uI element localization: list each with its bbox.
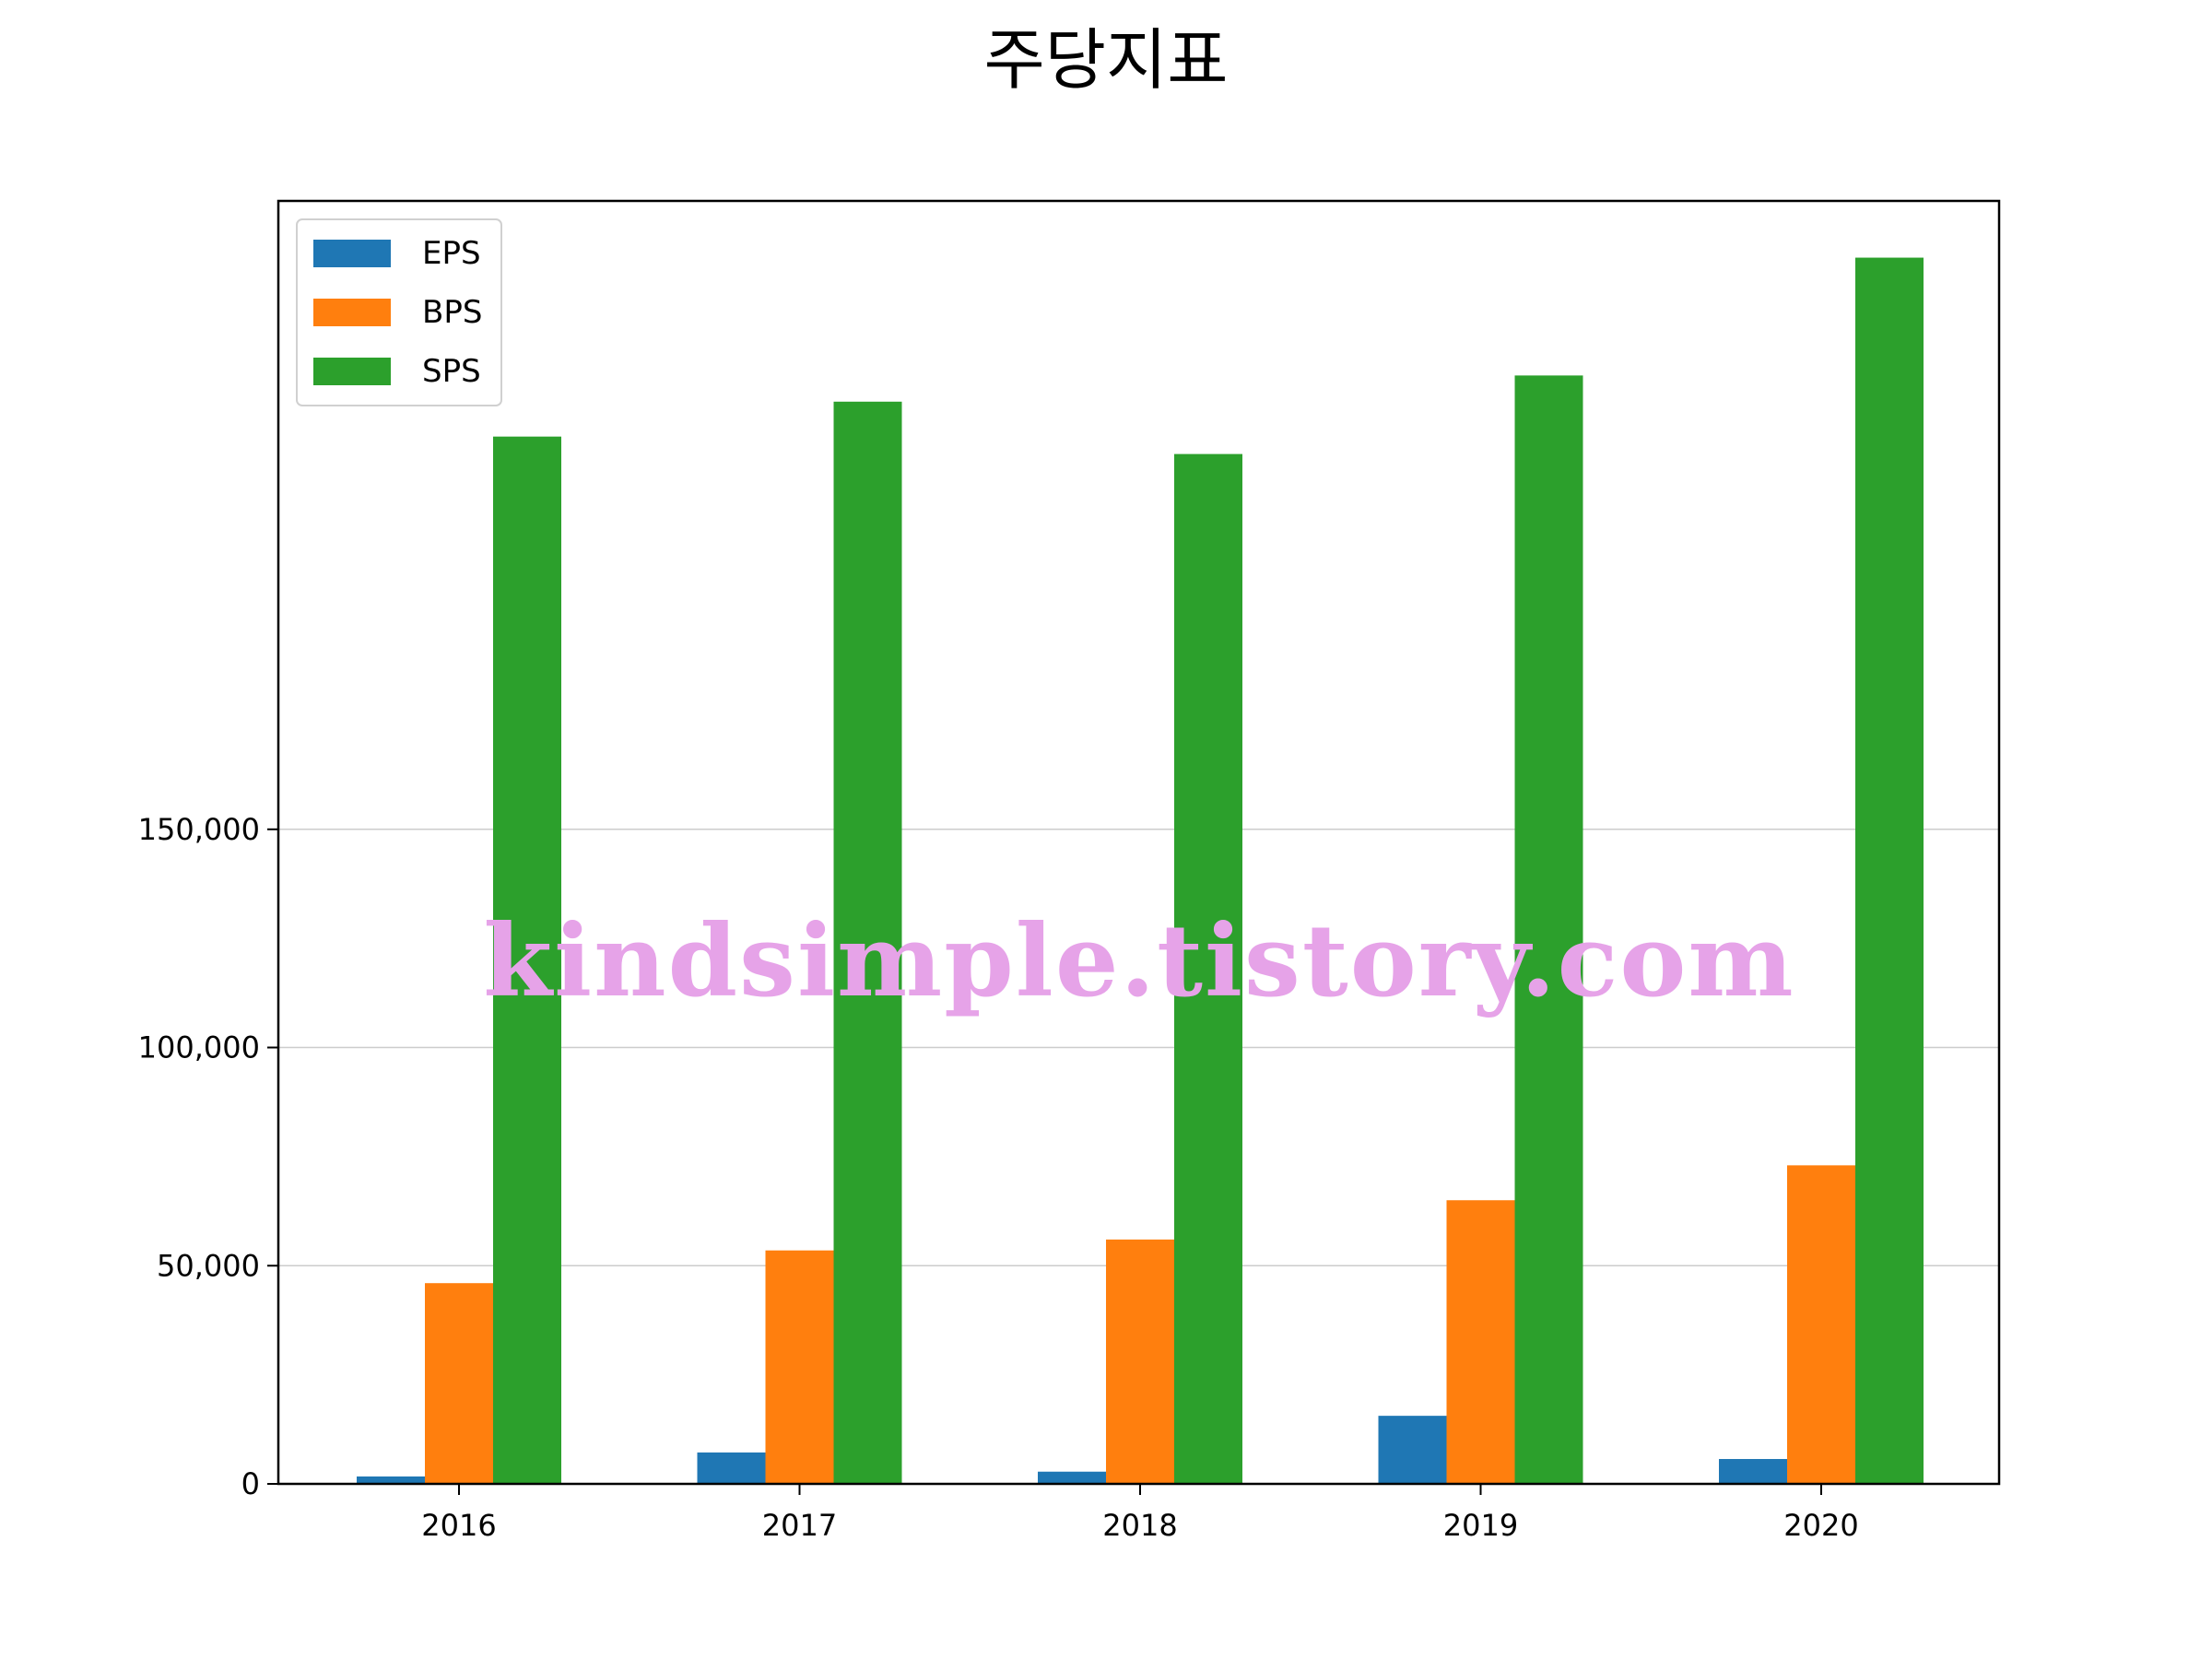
legend-swatch-eps: [313, 240, 391, 267]
y-tick-label: 0: [241, 1466, 260, 1501]
bars: [357, 257, 1924, 1485]
legend-label-sps: SPS: [422, 353, 481, 390]
bar-sps-2017: [833, 401, 902, 1485]
x-tick-label: 2017: [762, 1508, 837, 1543]
bar-eps-2016: [357, 1476, 425, 1484]
y-tick-label: 150,000: [138, 812, 260, 847]
x-axis: 2016 2017 2018 2019 2020: [421, 1484, 1859, 1543]
bar-eps-2019: [1378, 1416, 1447, 1484]
legend-swatch-sps: [313, 358, 391, 385]
bar-bps-2020: [1787, 1165, 1855, 1484]
legend-label-eps: EPS: [422, 235, 481, 272]
y-tick-label: 50,000: [157, 1248, 260, 1283]
x-tick-label: 2020: [1783, 1508, 1858, 1543]
bar-eps-2018: [1038, 1471, 1106, 1484]
chart-title: 주당지표: [984, 21, 1229, 99]
bar-sps-2020: [1855, 257, 1924, 1484]
x-tick-label: 2019: [1443, 1508, 1518, 1543]
bar-bps-2018: [1106, 1239, 1174, 1484]
legend-swatch-bps: [313, 299, 391, 326]
bar-eps-2020: [1719, 1459, 1787, 1484]
y-axis: 0 50,000 100,000 150,000: [138, 812, 278, 1501]
bar-sps-2019: [1514, 375, 1583, 1485]
bar-bps-2019: [1446, 1200, 1515, 1484]
bar-sps-2016: [493, 436, 561, 1484]
y-tick-label: 100,000: [138, 1030, 260, 1065]
bar-eps-2017: [697, 1452, 766, 1484]
x-tick-label: 2016: [421, 1508, 496, 1543]
bar-bps-2017: [765, 1250, 834, 1484]
bar-bps-2016: [425, 1283, 493, 1484]
plot-frame: [276, 199, 2001, 1486]
legend-label-bps: BPS: [422, 294, 482, 331]
x-tick-label: 2018: [1102, 1508, 1177, 1543]
watermark-text: kindsimple.tistory.com: [483, 903, 1794, 1019]
legend: EPS BPS SPS: [296, 218, 502, 406]
bar-sps-2018: [1174, 453, 1242, 1484]
